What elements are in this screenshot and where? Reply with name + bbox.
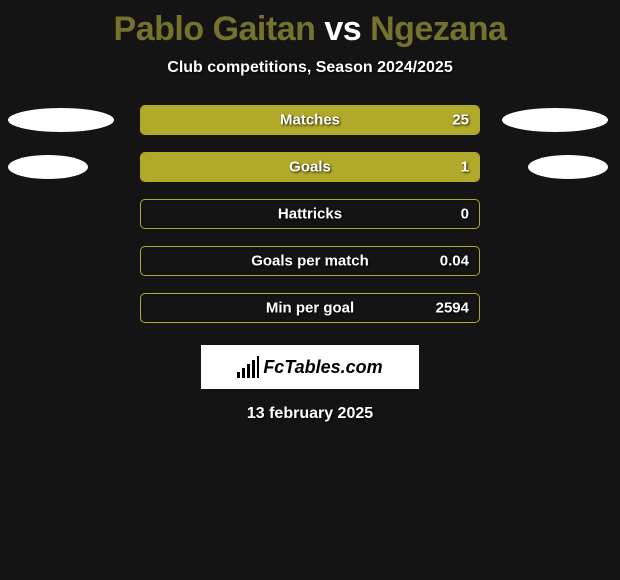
stat-bar: Matches 25 — [140, 105, 480, 135]
stat-label: Hattricks — [141, 206, 479, 223]
left-ellipse — [8, 155, 88, 179]
left-ellipse — [8, 108, 114, 132]
stat-bar: Goals 1 — [140, 152, 480, 182]
subtitle: Club competitions, Season 2024/2025 — [0, 59, 620, 77]
stat-value-right: 0 — [461, 206, 469, 223]
player1-name: Pablo Gaitan — [114, 10, 316, 48]
bar-chart-icon — [237, 356, 259, 378]
stat-row-min-per-goal: Min per goal 2594 — [0, 293, 620, 323]
bar-fill-right — [141, 153, 479, 181]
right-ellipse — [528, 155, 608, 179]
stat-label: Min per goal — [141, 300, 479, 317]
stat-bar: Min per goal 2594 — [140, 293, 480, 323]
branding-text: FcTables.com — [263, 357, 382, 378]
stat-bar: Goals per match 0.04 — [140, 246, 480, 276]
stats-container: Matches 25 Goals 1 Hattricks 0 Goals per… — [0, 105, 620, 323]
comparison-title: Pablo Gaitan vs Ngezana — [0, 0, 620, 49]
stat-value-right: 0.04 — [440, 253, 469, 270]
vs-text: vs — [324, 10, 361, 48]
stat-row-goals-per-match: Goals per match 0.04 — [0, 246, 620, 276]
stat-label: Goals per match — [141, 253, 479, 270]
bar-fill-right — [141, 106, 479, 134]
stat-row-goals: Goals 1 — [0, 152, 620, 182]
date-text: 13 february 2025 — [0, 405, 620, 423]
player2-name: Ngezana — [370, 10, 506, 48]
stat-row-hattricks: Hattricks 0 — [0, 199, 620, 229]
stat-row-matches: Matches 25 — [0, 105, 620, 135]
stat-bar: Hattricks 0 — [140, 199, 480, 229]
branding-box: FcTables.com — [201, 345, 419, 389]
stat-value-right: 2594 — [436, 300, 469, 317]
right-ellipse — [502, 108, 608, 132]
